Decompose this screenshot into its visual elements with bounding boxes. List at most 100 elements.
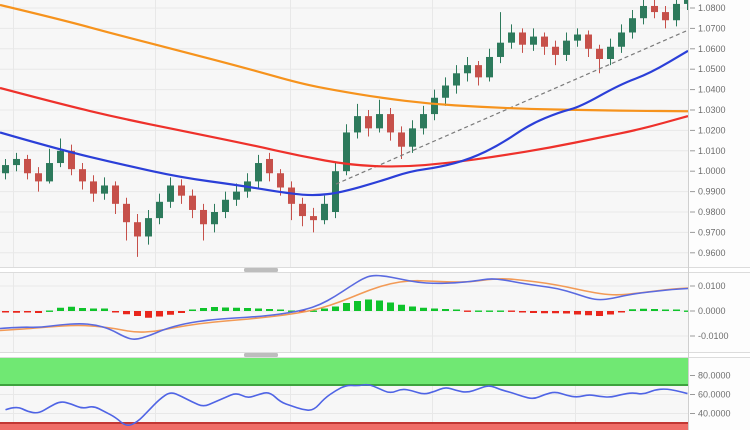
candlestick <box>167 185 174 202</box>
candlestick <box>651 5 658 13</box>
macd-histogram-bar <box>233 307 240 311</box>
candlestick <box>255 163 262 182</box>
candlestick <box>387 114 394 133</box>
candlestick <box>508 32 515 43</box>
axis-label[interactable]: 1.0700 <box>698 23 726 33</box>
candlestick <box>156 201 163 219</box>
candlestick <box>486 56 493 78</box>
candlestick <box>112 185 119 204</box>
axis-label[interactable]: -0.0100 <box>698 331 729 341</box>
macd-histogram-bar <box>420 307 427 311</box>
axis-label[interactable]: 80.0000 <box>698 371 731 381</box>
candlestick <box>332 171 339 212</box>
candlestick <box>13 158 20 166</box>
price-axis-background[interactable] <box>688 0 750 430</box>
candlestick <box>46 163 53 182</box>
candlestick <box>101 185 108 194</box>
axis-label[interactable]: 0.0000 <box>698 306 726 316</box>
candlestick <box>585 34 592 49</box>
macd-histogram-bar <box>266 309 273 311</box>
candlestick <box>57 150 64 164</box>
oversold-zone <box>0 423 688 430</box>
candlestick <box>35 173 42 182</box>
axis-label[interactable]: 1.0400 <box>698 85 726 95</box>
axis-label[interactable]: 0.0100 <box>698 281 726 291</box>
macd-histogram-bar <box>475 310 482 312</box>
axis-label[interactable]: 1.0200 <box>698 125 726 135</box>
dashed-trendline <box>335 29 688 185</box>
axis-label[interactable]: 1.0100 <box>698 146 726 156</box>
candlestick <box>607 46 614 59</box>
candlestick <box>123 203 130 223</box>
separator-grip-handle[interactable] <box>244 353 278 357</box>
macd-histogram-bar <box>46 310 53 312</box>
axis-label[interactable]: 60.0000 <box>698 390 731 400</box>
axis-label[interactable]: 1.0500 <box>698 64 726 74</box>
candlestick <box>574 34 581 41</box>
macd-histogram-bar <box>640 308 647 311</box>
macd-histogram-bar <box>596 311 603 316</box>
candlestick <box>475 65 482 78</box>
axis-label[interactable]: 1.0600 <box>698 44 726 54</box>
candlestick <box>200 209 207 225</box>
macd-histogram-bar <box>255 308 262 311</box>
macd-histogram-bar <box>354 301 361 311</box>
panel-separator <box>0 267 750 273</box>
rsi-line <box>5 383 688 427</box>
axis-label[interactable]: 1.0300 <box>698 105 726 115</box>
macd-histogram-bar <box>464 310 471 312</box>
candlestick <box>145 218 152 237</box>
macd-histogram-bar <box>101 308 108 311</box>
macd-histogram-bar <box>68 306 75 311</box>
macd-histogram-bar <box>431 308 438 311</box>
macd-histogram-bar <box>398 304 405 311</box>
macd-histogram-bar <box>541 311 548 314</box>
candlestick <box>442 85 449 98</box>
macd-histogram-bar <box>112 311 119 313</box>
candlestick <box>420 114 427 129</box>
separator-grip-handle[interactable] <box>244 268 278 272</box>
macd-histogram-bar <box>453 309 460 311</box>
candlestick <box>354 116 361 133</box>
macd-histogram-bar <box>563 311 570 314</box>
candlestick <box>431 97 438 115</box>
candlestick <box>662 12 669 21</box>
candlestick <box>24 158 31 174</box>
macd-line <box>0 274 688 340</box>
candlestick <box>79 169 86 182</box>
candlestick <box>178 185 185 196</box>
candlestick <box>596 48 603 59</box>
macd-histogram-bar <box>167 311 174 315</box>
macd-histogram-bar <box>79 308 86 311</box>
candlestick <box>134 222 141 237</box>
macd-histogram-bar <box>618 311 625 313</box>
candlestick <box>497 42 504 57</box>
macd-histogram-bar <box>178 311 185 313</box>
axis-label[interactable]: 0.9600 <box>698 248 726 258</box>
macd-histogram-bar <box>530 311 537 313</box>
axis-label[interactable]: 1.0000 <box>698 166 726 176</box>
axis-label[interactable]: 40.0000 <box>698 409 731 419</box>
macd-histogram-bar <box>299 310 306 312</box>
macd-histogram-bar <box>244 308 251 311</box>
axis-label[interactable]: 0.9800 <box>698 207 726 217</box>
candlestick <box>376 114 383 129</box>
macd-histogram-bar <box>35 311 42 313</box>
macd-histogram-bar <box>684 310 688 312</box>
candlestick <box>365 116 372 129</box>
macd-histogram-bar <box>211 307 218 311</box>
axis-label[interactable]: 1.0800 <box>698 3 726 13</box>
macd-histogram-bar <box>409 306 416 311</box>
candlestick <box>211 212 218 225</box>
macd-histogram-bar <box>57 307 64 311</box>
candlestick <box>222 199 229 212</box>
axis-label[interactable]: 0.9700 <box>698 227 726 237</box>
axis-label[interactable]: 0.9900 <box>698 187 726 197</box>
macd-histogram-bar <box>156 311 163 317</box>
panel-separator <box>0 352 750 358</box>
candlestick <box>288 187 295 204</box>
candlestick <box>519 32 526 45</box>
candlestick <box>618 32 625 47</box>
